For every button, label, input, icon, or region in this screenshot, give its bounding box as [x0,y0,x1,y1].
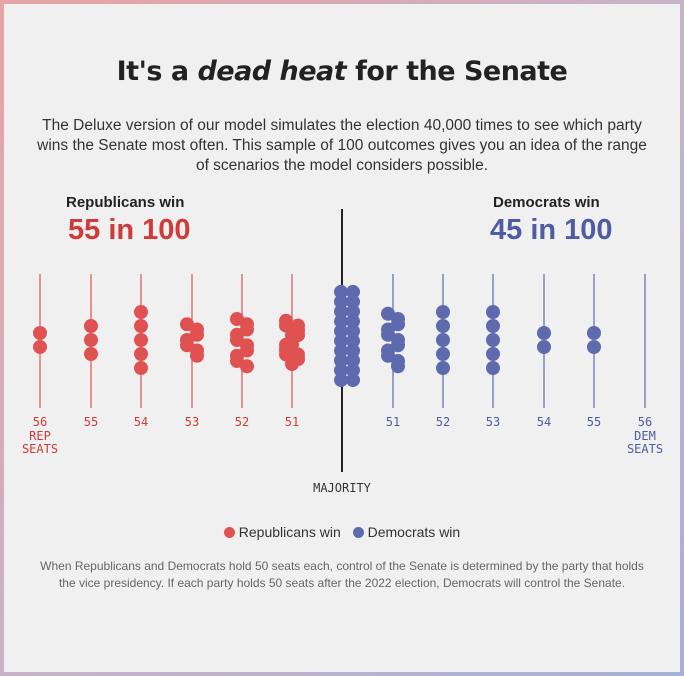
rep-seats-label-line-1: REP [29,429,51,443]
dem-col-51-dot-7 [391,312,405,326]
dem-col-53-label: 53 [486,415,500,429]
majority-dot-11 [334,333,348,348]
dem-seats-label-line-1: DEM [634,429,656,443]
rep-col-53-dot-6 [180,333,194,347]
legend: Republicans win Democrats win [4,524,680,540]
rep-col-52-dot-8 [240,338,254,353]
dem-col-51-dot-11 [391,354,405,368]
dem-col-53-dot-4 [486,347,500,361]
majority-dot-18 [346,363,360,378]
rep-col-53-dot-7 [190,343,204,358]
majority-dot-5 [334,304,348,319]
rep-col-51-dot-11 [279,318,293,333]
footnote: When Republicans and Democrats hold 50 s… [40,559,644,590]
rep-col-55-dot-3 [84,347,98,361]
rep-col-54-label: 54 [134,415,148,429]
dem-col-55-label: 55 [587,415,601,429]
majority-dot-4 [346,294,360,309]
rep-col-52-dot-7 [230,327,244,342]
legend-item-dem: Democrats win [352,524,461,540]
republicans-heading: Republicans win [66,194,185,211]
majority-dot-6 [346,304,360,319]
dem-col-53-dot-2 [486,319,500,333]
majority-dot-2 [346,284,360,299]
legend-dot-dem [352,527,364,538]
dem-col-51-dot-9 [391,333,405,347]
majority-dot-17 [334,363,348,378]
legend-label-rep: Republicans win [238,524,341,540]
dem-col-53-dot-1 [486,305,500,319]
majority-dot-20 [346,373,360,388]
dem-col-56-label: 56 [638,415,652,429]
rep-col-54-dot-2 [134,319,148,333]
chart-subtitle: The Deluxe version of our model simulate… [37,117,647,174]
majority-dot-9 [334,324,348,339]
rep-col-53-label: 53 [185,415,199,429]
dem-col-52-label: 52 [436,415,450,429]
dem-col-55-dot-1 [587,326,601,340]
rep-col-54-dot-3 [134,333,148,347]
republicans-count: 55 in 100 [68,214,191,246]
majority-dot-19 [334,373,348,388]
rep-col-52-dot-6 [240,317,254,332]
majority-dot-13 [334,343,348,358]
majority-dot-1 [334,284,348,299]
title-emphasis: dead heat [197,56,347,87]
rep-col-56-label: 56 [33,415,47,429]
majority-dot-10 [346,324,360,339]
dem-col-52-dot-1 [436,305,450,319]
legend-label-dem: Democrats win [367,524,461,540]
dem-col-53-dot-5 [486,361,500,375]
rep-col-54-dot-4 [134,347,148,361]
majority-dot-3 [334,294,348,309]
dem-col-54-dot-2 [537,340,551,354]
dem-seats-label-line-2: SEATS [627,442,663,456]
dem-col-52-dot-3 [436,333,450,347]
dem-col-51-dot-8 [381,322,395,337]
dem-col-51-dot-10 [381,343,395,358]
chart-title: It's a dead heat for the Senate [116,56,568,87]
democrats-count: 45 in 100 [490,214,613,246]
dem-col-52-dot-5 [436,361,450,375]
majority-label: MAJORITY [313,481,372,495]
dem-col-55-dot-2 [587,340,601,354]
majority-dot-15 [334,353,348,368]
dem-col-52-dot-4 [436,347,450,361]
dem-col-53-dot-3 [486,333,500,347]
rep-col-55-label: 55 [84,415,98,429]
rep-col-52-label: 52 [235,415,249,429]
legend-dot-rep [223,527,235,538]
dem-col-54-dot-1 [537,326,551,340]
chart-card: It's a dead heat for the Senate The Delu… [4,4,680,672]
majority-dot-8 [346,314,360,329]
rep-col-55-dot-2 [84,333,98,347]
rep-col-51-label: 51 [285,415,299,429]
rep-col-52-dot-10 [240,359,254,374]
democrats-heading: Democrats win [493,194,600,211]
rep-col-51-dot-14 [279,347,293,362]
rep-col-55-dot-1 [84,319,98,333]
dem-col-51-label: 51 [386,415,400,429]
majority-dot-14 [346,343,360,358]
legend-item-rep: Republicans win [223,524,341,540]
majority-dot-7 [334,314,348,329]
rep-col-52-dot-9 [230,348,244,363]
rep-col-53-dot-5 [190,322,204,337]
rep-col-54-dot-1 [134,305,148,319]
dem-col-54-label: 54 [537,415,551,429]
dem-col-52-dot-2 [436,319,450,333]
rep-col-56-dot-1 [33,326,47,340]
majority-dot-16 [346,353,360,368]
rep-col-54-dot-5 [134,361,148,375]
rep-col-56-dot-2 [33,340,47,354]
majority-dot-12 [346,333,360,348]
rep-seats-label-line-2: SEATS [22,442,58,456]
